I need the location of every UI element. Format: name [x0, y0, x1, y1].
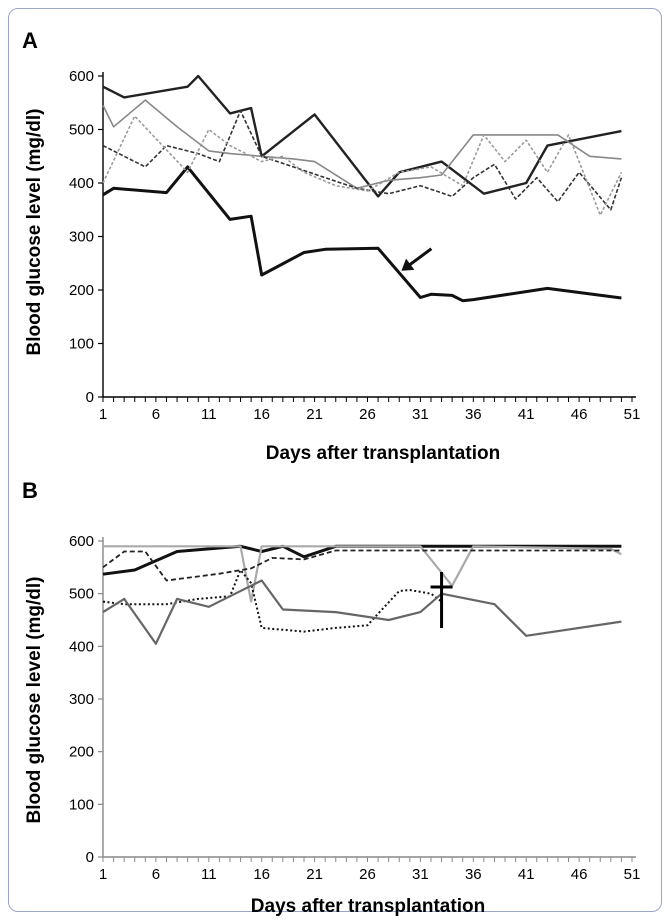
panel-a-x-tick-label: 6 [152, 406, 160, 423]
panel-b-x-tick-label: 26 [359, 866, 376, 883]
panel-b-x-tick-label: 6 [152, 866, 160, 883]
panel-a-y-tick-label: 300 [69, 229, 94, 246]
panel-a-x-tick-label: 1 [99, 406, 107, 423]
panel-a-series-3-line [102, 99, 622, 190]
panel-a-arrow-head [401, 258, 415, 271]
panel-a-x-tick-label: 46 [571, 406, 588, 423]
panel-b-x-tick-label: 16 [253, 866, 270, 883]
panel-b-y-axis-title: Blood glucose level (mg/dl) [24, 576, 45, 823]
panel-a-series-2-line [102, 74, 622, 198]
panel-a-label: A [22, 28, 38, 53]
panel-a-y-tick-label: 500 [69, 122, 94, 139]
panel-b-y-tick-label: 200 [69, 744, 94, 761]
panel-b-y-tick-label: 600 [69, 533, 94, 550]
panel-b-x-tick-label: 36 [465, 866, 482, 883]
panel-a-series-1-line [102, 165, 622, 303]
panel-b-series-2-line [103, 545, 622, 603]
panel-a-x-tick-label: 51 [624, 406, 641, 423]
panel-a-x-tick-label: 21 [306, 406, 323, 423]
panel-b-y-tick-label: 300 [69, 691, 94, 708]
panel-b-x-tick-label: 51 [624, 866, 641, 883]
panel-a-x-axis-title: Days after transplantation [266, 443, 500, 464]
figure-frame [8, 8, 662, 912]
panel-b-y-tick-label: 0 [86, 849, 94, 866]
panel-a-x-tick-label: 26 [359, 406, 376, 423]
panel-a-y-tick-label: 100 [69, 336, 94, 353]
panel-a-x-tick-label: 11 [201, 406, 217, 423]
panel-a-x-tick-label: 31 [412, 406, 429, 423]
panel-b-x-tick-label: 11 [201, 866, 217, 883]
panel-b-x-tick-label: 31 [412, 866, 429, 883]
panel-a-series-5-line [102, 115, 623, 216]
panel-b-label: B [22, 478, 38, 503]
panel-a-x-tick-label: 16 [253, 406, 270, 423]
panel-a-x-tick-label: 41 [518, 406, 535, 423]
panel-a-x-tick-label: 36 [465, 406, 482, 423]
panel-b-y-tick-label: 100 [69, 796, 94, 813]
panel-b-x-tick-label: 21 [306, 866, 323, 883]
panel-b-x-tick-label: 46 [571, 866, 588, 883]
panel-b-x-axis-title: Days after transplantation [251, 896, 485, 917]
panel-a-y-axis-title: Blood glucose level (mg/dl) [24, 108, 45, 355]
panel-a-arrow-shaft [407, 247, 433, 267]
panel-b-y-tick-label: 500 [69, 586, 94, 603]
panel-b-series-3-line [102, 549, 622, 582]
panel-a-y-tick-label: 200 [69, 282, 94, 299]
panel-a-y-tick-label: 0 [86, 389, 94, 406]
panel-a-series-4-line [102, 110, 623, 211]
panel-b-series-4-line [102, 569, 443, 633]
panel-b-y-tick-label: 400 [69, 638, 94, 655]
panel-a-y-tick-label: 400 [69, 175, 94, 192]
panel-b-series-5-line [102, 579, 622, 645]
panel-b-x-tick-label: 41 [518, 866, 535, 883]
panel-b-x-tick-label: 1 [99, 866, 107, 883]
panel-a-y-tick-label: 600 [69, 68, 94, 85]
